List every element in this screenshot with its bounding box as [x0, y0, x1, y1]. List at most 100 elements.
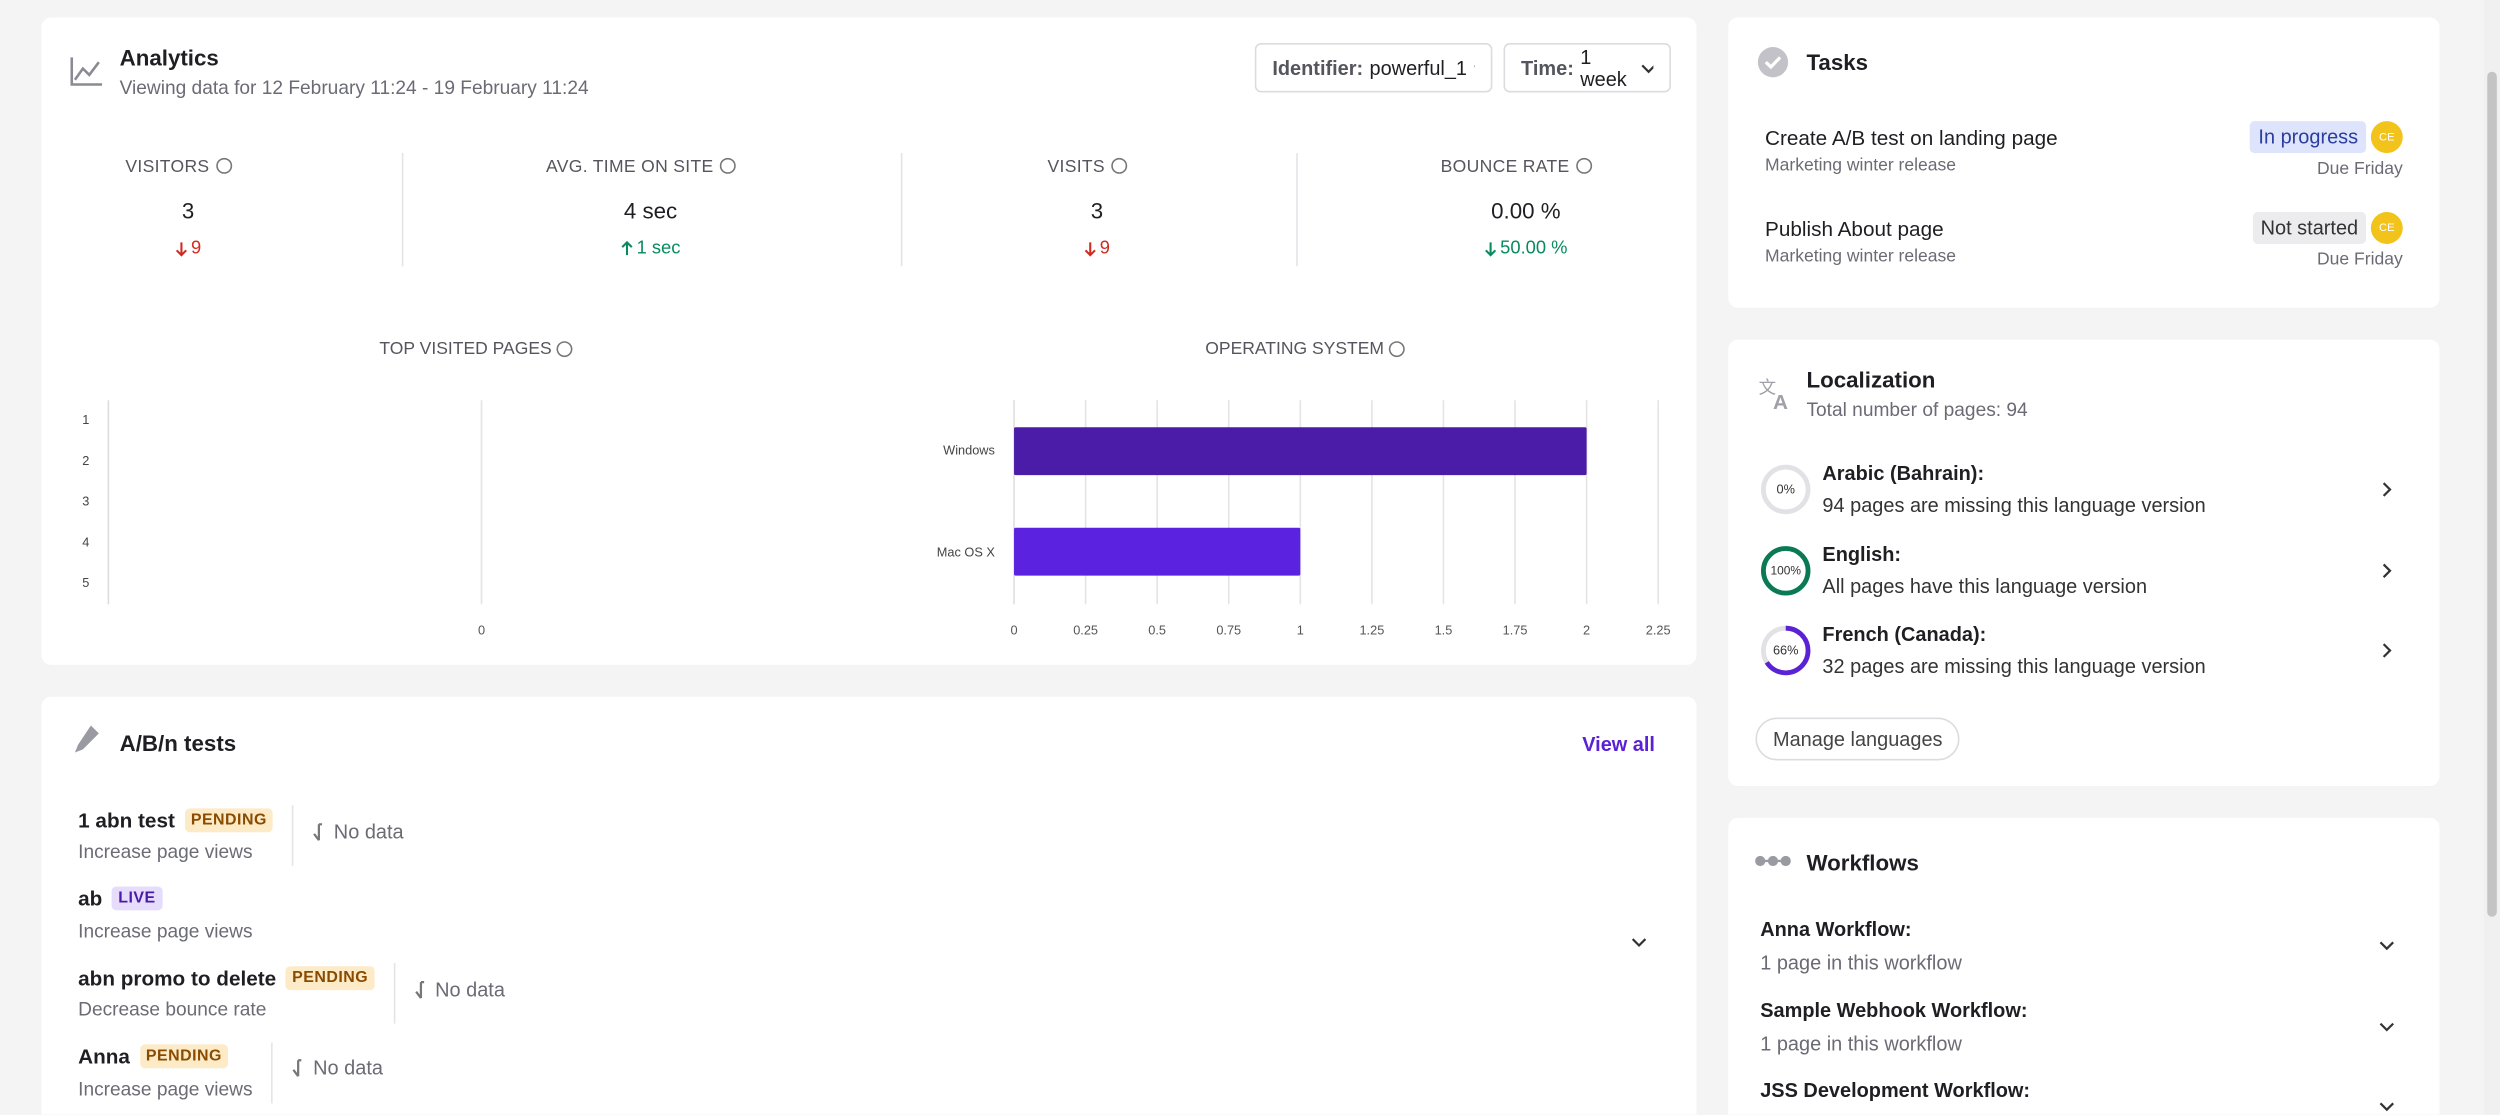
workflows-card: Workflows Anna Workflow: 1 page in this w… — [1728, 817, 2440, 1115]
time-value: 1 week — [1580, 45, 1627, 91]
chevron[interactable] — [2379, 482, 2395, 498]
chevron[interactable] — [2379, 1018, 2395, 1034]
chevron[interactable] — [2379, 562, 2395, 578]
divider — [393, 963, 396, 1024]
chevron-path — [2382, 643, 2392, 658]
ab-title: A/B/n tests — [119, 730, 237, 756]
y-tick-label: Windows — [943, 443, 995, 458]
arrow-path — [1485, 242, 1497, 257]
ab-test-goal: Increase page views — [78, 1077, 253, 1100]
localization-icon: 文A — [1759, 378, 1788, 414]
no-data-icon — [293, 1059, 302, 1077]
identifier-dropdown[interactable]: Identifier: powerful_1 — [1254, 43, 1493, 93]
trend-arrow — [1485, 242, 1497, 257]
chevron[interactable] — [2379, 1099, 2395, 1115]
metric-change: 9 — [1084, 239, 1110, 258]
x-tick-label: 0 — [478, 623, 485, 638]
task-title[interactable]: Publish About page — [1765, 216, 1944, 241]
language-name[interactable]: English: — [1822, 542, 1902, 566]
ring-value — [1761, 545, 1811, 595]
arrow-path — [621, 240, 633, 256]
chevron-path — [2382, 482, 2392, 497]
chevron[interactable] — [1631, 934, 1647, 950]
ab-test-info: abn promo to delete PENDING Decrease bounc… — [78, 963, 375, 1024]
workflow-name[interactable]: JSS Development Workflow: — [1760, 1079, 2031, 1102]
y-tick-label: 3 — [82, 494, 89, 509]
progress-ring: 66% — [1761, 625, 1811, 676]
change-value: 50.00 % — [1500, 239, 1568, 259]
chevron-path — [2382, 562, 2392, 578]
trend-arrow — [175, 242, 187, 257]
ab-test-info: 1 abn test PENDING Increase page views — [78, 805, 274, 866]
language-name[interactable]: Arabic (Bahrain): — [1822, 462, 1985, 485]
ring-label: 0% — [1777, 482, 1795, 497]
scrollbar[interactable] — [2484, 0, 2500, 1115]
manage-languages-button[interactable]: Manage languages — [1755, 717, 1961, 761]
analytics-card: Analytics Viewing data for 12 February 1… — [41, 17, 1697, 665]
arrow-path — [175, 242, 187, 257]
ab-test-status: PENDING — [139, 1044, 229, 1069]
ab-test-row[interactable]: 1 abn test PENDING Increase page views No d… — [78, 805, 404, 866]
info-icon — [1388, 341, 1405, 358]
charts: TOP VISITED PAGES 0 1 2 3 4 5 OPERATING SYSTEM 0… — [82, 338, 1671, 638]
localization-title: Localization — [1806, 366, 1936, 393]
task-status: In progress — [2250, 121, 2367, 154]
arrow-path — [1084, 242, 1096, 257]
task-assignee: CE — [2370, 212, 2403, 244]
no-data-icon — [415, 980, 424, 998]
workflows-title: Workflows — [1806, 849, 1919, 876]
language-name[interactable]: French (Canada): — [1822, 623, 1987, 646]
time-dropdown[interactable]: Time: 1 week — [1503, 43, 1671, 93]
info-icon — [215, 157, 232, 174]
ab-test-row[interactable]: ab LIVE Increase page views — [78, 884, 253, 941]
scrollbar-thumb[interactable] — [2487, 71, 2497, 917]
x-tick-label: 1 — [1297, 623, 1304, 638]
view-all-link[interactable]: View all — [1582, 733, 1655, 756]
ab-test-name: ab — [78, 886, 103, 911]
x-tick-label: 1.5 — [1435, 623, 1453, 638]
ab-test-name: Anna — [78, 1044, 130, 1069]
bar — [1014, 427, 1587, 476]
analytics-icon — [70, 57, 103, 86]
workflow-name[interactable]: Anna Workflow: — [1760, 918, 1912, 941]
ab-test-name: 1 abn test — [78, 807, 175, 832]
x-tick-label: 2.25 — [1646, 623, 1671, 638]
progress-ring: 100% — [1761, 545, 1811, 595]
chevron[interactable] — [2379, 643, 2395, 659]
task-assignee: CE — [2370, 121, 2403, 154]
y-tick-label: 1 — [82, 412, 89, 427]
change-value: 1 sec — [636, 239, 681, 259]
ab-test-row[interactable]: abn promo to delete PENDING Decrease bounc… — [78, 963, 505, 1024]
tasks-title: Tasks — [1806, 49, 1869, 75]
metric-divider — [900, 153, 903, 267]
identifier-value: powerful_1 — [1369, 56, 1468, 79]
x-tick-label: 1.25 — [1359, 623, 1384, 638]
ab-test-name: abn promo to delete — [78, 965, 277, 990]
chevron-path — [2379, 941, 2394, 951]
no-data-text: No data — [333, 820, 404, 843]
chevron[interactable] — [2379, 938, 2395, 954]
info-icon — [719, 157, 736, 174]
change-value: 9 — [191, 239, 202, 259]
no-data-text: No data — [435, 978, 505, 1001]
ab-test-result: No data — [313, 797, 404, 866]
metric-label: VISITS — [1047, 157, 1128, 177]
workflow-description: 1 page in this workflow — [1760, 951, 1962, 975]
ab-test-row[interactable]: Anna PENDING Increase page views No data — [78, 1041, 383, 1103]
chevron-path — [1631, 937, 1647, 947]
ab-test-head: abn promo to delete PENDING — [78, 963, 375, 992]
info-icon — [1575, 157, 1592, 174]
workflow-name[interactable]: Sample Webhook Workflow: — [1760, 998, 2028, 1022]
metric-value: 0.00 % — [1491, 197, 1561, 224]
time-label: Time: — [1521, 56, 1574, 79]
ring-label: 66% — [1773, 643, 1799, 658]
task-title[interactable]: Create A/B test on landing page — [1765, 125, 2058, 150]
metric-value: 4 sec — [623, 197, 678, 224]
chart-title: OPERATING SYSTEM — [1205, 338, 1384, 358]
metric-change: 1 sec — [621, 239, 681, 259]
ab-test-result: No data — [414, 955, 505, 1024]
ab-icon — [74, 725, 99, 753]
